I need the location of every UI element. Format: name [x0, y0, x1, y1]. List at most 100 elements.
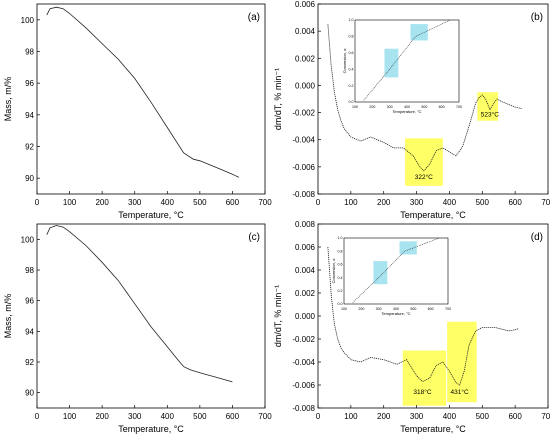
- panel-c-ytick-label: 92: [25, 358, 34, 367]
- panel-a-xtick-label: 200: [95, 198, 109, 207]
- panel-d-inset-ytick-label: 0.0: [338, 302, 343, 306]
- panel-d-xtick-label: 300: [410, 412, 424, 421]
- panel-d-inset-xtick-label: 100: [341, 307, 347, 311]
- panel-d-xtick-label: 400: [443, 412, 457, 421]
- panel-d-inset-xtick-label: 600: [428, 307, 434, 311]
- panel-d-tag: (d): [531, 232, 543, 243]
- panel-b-ytick-label: -0.008: [292, 190, 315, 199]
- panel-b-inset-line: [363, 19, 451, 101]
- panel-a-xtick-label: 300: [128, 198, 142, 207]
- panel-b-inset-xtick-label: 400: [404, 105, 410, 109]
- panel-c-xtick-label: 200: [95, 412, 109, 421]
- panel-c-frame: [36, 223, 266, 409]
- panel-b-xlabel: Temperature, °C: [400, 210, 466, 220]
- panel-b-xtick-label: 100: [344, 198, 358, 207]
- panel-d-inset-xtick-label: 700: [445, 307, 451, 311]
- panel-b-inset-ytick-label: 0.4: [349, 67, 354, 71]
- panel-d-xlabel: Temperature, °C: [400, 424, 466, 434]
- panel-b-inset-xtick-label: 600: [439, 105, 445, 109]
- panel-d-inset-ytick-label: 0.4: [338, 276, 343, 280]
- panel-a-xtick-label: 100: [63, 198, 77, 207]
- panel-a-frame: [36, 3, 266, 195]
- panel-b-inset-frame: [354, 19, 460, 103]
- panel-b-inset-xtick-label: 500: [421, 105, 427, 109]
- panel-d-xtick-label: 700: [541, 412, 550, 421]
- panel-b-inset-highlight-0: [384, 48, 399, 78]
- panel-c-xtick-label: 400: [161, 412, 175, 421]
- panel-b-ytick-label: 0.006: [295, 0, 316, 9]
- panel-b-ytick-label: 0.004: [295, 27, 316, 36]
- panel-a-ytick-label: 100: [21, 16, 35, 25]
- panel-d-ytick-label: 0.000: [295, 312, 316, 321]
- panel-a-xtick-label: 700: [258, 198, 272, 207]
- panel-b-tag: (b): [531, 12, 543, 23]
- panel-d-ytick-label: -0.006: [292, 381, 315, 390]
- panel-d: 0 100 200 300 400 500 600 700 -0.008 -0.006 -0.004…: [273, 220, 550, 434]
- panel-b-ytick-label: -0.002: [292, 109, 315, 118]
- panel-a-ytick-label: 90: [25, 174, 34, 183]
- panel-b-inset-xlabel: Temperature, °C: [392, 109, 421, 114]
- panel-b-xtick-label: 500: [476, 198, 490, 207]
- panel-d-xtick-label: 200: [377, 412, 391, 421]
- panel-b-inset-ytick-label: 0.6: [349, 51, 354, 55]
- panel-d-ytick-label: 0.002: [295, 289, 316, 298]
- panel-b-xtick-label: 600: [508, 198, 522, 207]
- panel-b-inset: 100 200 300 400 500 600 700 0.0 0.2 0.4 0.6 0.8 1.0 T…: [342, 18, 462, 114]
- panel-b-frame: [317, 3, 549, 195]
- panel-b-xtick-label: 200: [377, 198, 391, 207]
- panel-b-inset-highlight-1: [410, 24, 428, 41]
- panel-d-inset-xtick-label: 500: [410, 307, 416, 311]
- panel-c-tag: (c): [248, 232, 260, 243]
- panel-c: 0 100 200 300 400 500 600 700 90 92 94 96 98 100 Tempe…: [3, 223, 272, 434]
- panel-d-inset-line: [352, 237, 440, 303]
- panel-b: 0 100 200 300 400 500 600 700 -0.008 -0.006 -0.004…: [273, 0, 550, 220]
- panel-c-ytick-label: 100: [21, 235, 35, 244]
- panel-a-xtick-label: 0: [35, 198, 40, 207]
- panel-d-inset: 100 200 300 400 500 600 700 0.0 0.2 0.4 0.6 0.8 1.0 T…: [331, 236, 451, 316]
- panel-b-inset-ytick-label: 0.8: [349, 35, 354, 39]
- panel-b-inset-xtick-label: 100: [352, 105, 358, 109]
- panel-a-xtick-label: 400: [161, 198, 175, 207]
- panel-d-inset-highlight-1: [399, 241, 417, 255]
- panel-a-series-line: [46, 6, 240, 178]
- panel-b-ytick-label: 0.002: [295, 54, 316, 63]
- panel-b-ytick-label: -0.004: [292, 136, 315, 145]
- panel-d-inset-frame: [343, 237, 449, 305]
- panel-a-xtick-label: 500: [193, 198, 207, 207]
- panel-d-ytick-label: 0.008: [295, 220, 316, 229]
- panel-d-inset-ytick-label: 0.2: [338, 289, 343, 293]
- panel-b-annotation: 523°C: [481, 111, 499, 119]
- panel-c-ytick-label: 90: [25, 389, 34, 398]
- panel-b-inset-ytick-label: 1.0: [349, 18, 354, 22]
- panel-a-ytick-label: 98: [25, 48, 34, 57]
- panel-d-inset-highlight-0: [373, 261, 388, 285]
- panel-d-inset-xtick-label: 400: [393, 307, 399, 311]
- panel-d-inset-xtick-label: 300: [376, 307, 382, 311]
- panel-d-ylabel: dm/dT, % min⁻¹: [273, 285, 283, 347]
- panel-c-ytick-label: 98: [25, 266, 34, 275]
- panel-a-ytick-label: 96: [25, 79, 34, 88]
- panel-d-ytick-label: -0.008: [292, 404, 315, 413]
- panel-b-annotation: 322°C: [415, 173, 433, 181]
- panel-d-annotation: 318°C: [413, 388, 431, 396]
- panel-b-inset-ytick-label: 0.0: [349, 100, 354, 104]
- panel-d-xtick-label: 500: [476, 412, 490, 421]
- panel-b-inset-xtick-label: 700: [456, 105, 462, 109]
- panel-b-xtick-label: 400: [443, 198, 457, 207]
- panel-c-ylabel: Mass, m/%: [3, 294, 13, 339]
- panel-a: 0 100 200 300 400 500 600 700 90 92 94 96 98 100 Tempe…: [3, 3, 272, 220]
- panel-a-ytick-label: 94: [25, 111, 34, 120]
- panel-d-xtick-label: 100: [344, 412, 358, 421]
- panel-c-ytick-label: 96: [25, 297, 34, 306]
- panel-b-xtick-label: 0: [316, 198, 321, 207]
- panel-b-inset-xtick-label: 200: [369, 105, 375, 109]
- panel-d-inset-ylabel: Conversion, α: [331, 258, 336, 283]
- panel-c-xlabel: Temperature, °C: [118, 424, 184, 434]
- panel-b-xtick-label: 300: [410, 198, 424, 207]
- panel-c-xtick-label: 300: [128, 412, 142, 421]
- panel-d-ytick-label: -0.002: [292, 335, 315, 344]
- panel-d-inset-ytick-label: 1.0: [338, 236, 343, 240]
- panel-d-ytick-label: -0.004: [292, 358, 315, 367]
- panel-d-inset-ytick-label: 0.8: [338, 249, 343, 253]
- panel-a-tag: (a): [248, 12, 260, 23]
